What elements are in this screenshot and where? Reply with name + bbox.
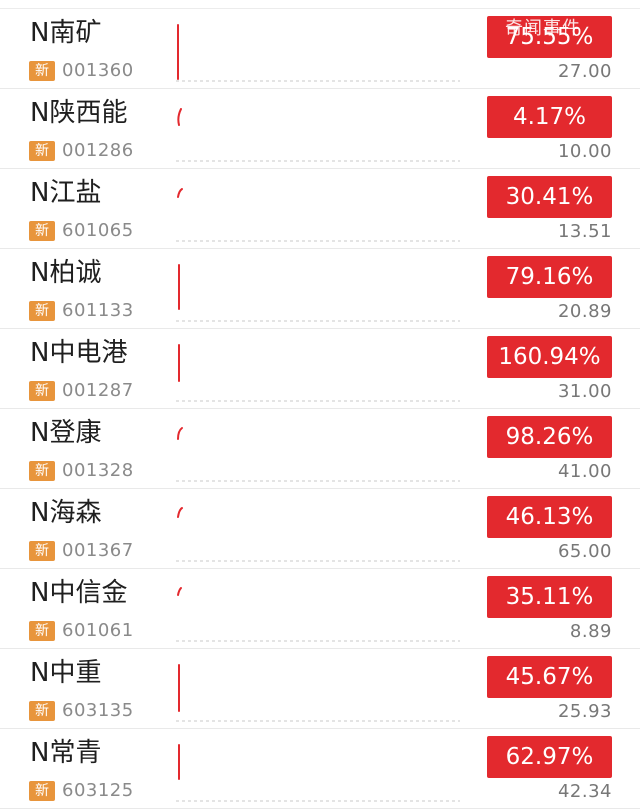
list-item[interactable]: N江盐 新 601065 30.41% 13.51 — [0, 169, 640, 249]
change-percent-button[interactable]: 35.11% — [487, 576, 612, 618]
stock-price: 13.51 — [557, 221, 612, 242]
new-stock-list: N南矿 新 001360 75.55% 27.00 N陕西能 新 001286 … — [0, 9, 640, 809]
list-item[interactable]: N中信金 新 601061 35.11% 8.89 — [0, 569, 640, 649]
stock-code: 601061 — [62, 620, 134, 641]
stock-name: N南矿 — [30, 18, 102, 48]
sparkline — [176, 507, 460, 562]
change-percent-button[interactable]: 46.13% — [487, 496, 612, 538]
change-percent-button[interactable]: 79.16% — [487, 256, 612, 298]
change-percent-button[interactable]: 98.26% — [487, 416, 612, 458]
stock-code: 001367 — [62, 540, 134, 561]
stock-code: 001287 — [62, 380, 134, 401]
stock-price: 65.00 — [557, 541, 612, 562]
stock-price: 31.00 — [557, 381, 612, 402]
stock-name: N海森 — [30, 498, 102, 528]
stock-price: 41.00 — [557, 461, 612, 482]
stock-price: 42.34 — [557, 781, 612, 802]
new-badge: 新 — [29, 381, 55, 401]
new-badge: 新 — [29, 781, 55, 801]
stock-name: N登康 — [30, 418, 102, 448]
new-badge: 新 — [29, 61, 55, 81]
stock-name: N柏诚 — [30, 258, 102, 288]
stock-name: N陕西能 — [30, 98, 128, 128]
list-item[interactable]: N常青 新 603125 62.97% 42.34 — [0, 729, 640, 809]
list-item[interactable]: N中电港 新 001287 160.94% 31.00 — [0, 329, 640, 409]
stock-name: N中信金 — [30, 578, 128, 608]
stock-price: 8.89 — [569, 621, 612, 642]
sparkline — [176, 264, 460, 322]
new-badge: 新 — [29, 461, 55, 481]
sparkline — [176, 108, 460, 162]
stock-code: 603125 — [62, 780, 134, 801]
change-percent-button[interactable]: 45.67% — [487, 656, 612, 698]
list-item[interactable]: N中重 新 603135 45.67% 25.93 — [0, 649, 640, 729]
sparkline — [176, 587, 460, 642]
stock-code: 001286 — [62, 140, 134, 161]
stock-name: N常青 — [30, 738, 102, 768]
new-badge: 新 — [29, 221, 55, 241]
stock-price: 25.93 — [557, 701, 612, 722]
change-percent-button[interactable]: 62.97% — [487, 736, 612, 778]
stock-code: 603135 — [62, 700, 134, 721]
new-badge: 新 — [29, 141, 55, 161]
list-item[interactable]: N柏诚 新 601133 79.16% 20.89 — [0, 249, 640, 329]
change-percent-button[interactable]: 30.41% — [487, 176, 612, 218]
new-badge: 新 — [29, 621, 55, 641]
list-item[interactable]: N海森 新 001367 46.13% 65.00 — [0, 489, 640, 569]
stock-name: N江盐 — [30, 178, 102, 208]
stock-code: 601133 — [62, 300, 134, 321]
stock-price: 10.00 — [557, 141, 612, 162]
list-item[interactable]: N南矿 新 001360 75.55% 27.00 — [0, 9, 640, 89]
watermark: 奇闻事件 — [505, 18, 581, 39]
sparkline — [176, 664, 460, 722]
sparkline — [176, 744, 460, 802]
stock-code: 001360 — [62, 60, 134, 81]
stock-price: 20.89 — [557, 301, 612, 322]
stock-code: 601065 — [62, 220, 134, 241]
stock-code: 001328 — [62, 460, 134, 481]
new-badge: 新 — [29, 541, 55, 561]
stock-name: N中重 — [30, 658, 102, 688]
change-percent-button[interactable]: 160.94% — [487, 336, 612, 378]
list-item[interactable]: N陕西能 新 001286 4.17% 10.00 — [0, 89, 640, 169]
change-percent-button[interactable]: 75.55% — [487, 16, 612, 58]
sparkline — [176, 427, 460, 482]
sparkline — [176, 188, 460, 242]
top-divider — [0, 0, 640, 9]
change-percent-button[interactable]: 4.17% — [487, 96, 612, 138]
stock-price: 27.00 — [557, 61, 612, 82]
sparkline — [176, 344, 460, 402]
new-badge: 新 — [29, 301, 55, 321]
stock-name: N中电港 — [30, 338, 128, 368]
list-item[interactable]: N登康 新 001328 98.26% 41.00 — [0, 409, 640, 489]
sparkline — [176, 24, 460, 82]
new-badge: 新 — [29, 701, 55, 721]
